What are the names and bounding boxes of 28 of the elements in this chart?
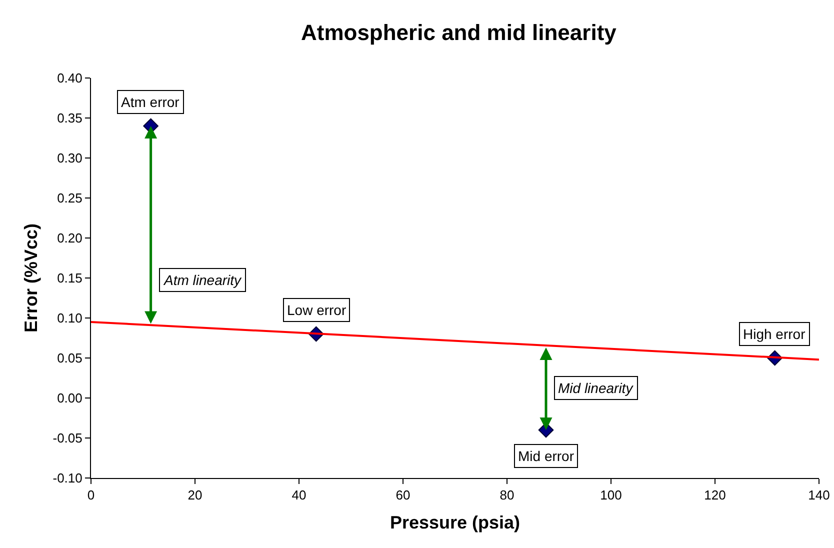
x-axis-title: Pressure (psia) [390,512,520,533]
y-tick-label: -0.05 [52,430,82,446]
annotation: Mid error [518,448,574,464]
y-tick-label: 0.20 [57,230,82,246]
x-tick-label: 80 [500,488,514,503]
y-tick-label: 0.10 [57,310,82,326]
x-tick-label: 140 [808,488,830,503]
y-tick-label: 0.40 [57,70,82,86]
x-tick-label: 60 [396,488,410,503]
y-tick-label: 0.35 [57,110,82,126]
y-tick-label: 0.30 [57,150,82,166]
annotation: Atm error [121,94,180,110]
annotation: Mid linearity [558,380,634,396]
y-tick-label: 0.25 [57,190,82,206]
y-tick-label: 0.00 [57,390,82,406]
y-tick-label: 0.15 [57,270,82,286]
x-tick-label: 40 [292,488,306,503]
y-tick-label: 0.05 [57,350,82,366]
annotation: High error [743,326,806,342]
annotation: Low error [287,302,346,318]
y-axis-title: Error (%Vcc) [20,223,41,333]
x-tick-label: 120 [704,488,726,503]
y-tick-label: -0.10 [52,470,82,486]
x-tick-label: 100 [600,488,622,503]
x-tick-label: 0 [87,488,95,503]
annotation: Atm linearity [163,272,242,288]
chart-title: Atmospheric and mid linearity [300,20,618,46]
x-tick-label: 20 [188,488,202,503]
